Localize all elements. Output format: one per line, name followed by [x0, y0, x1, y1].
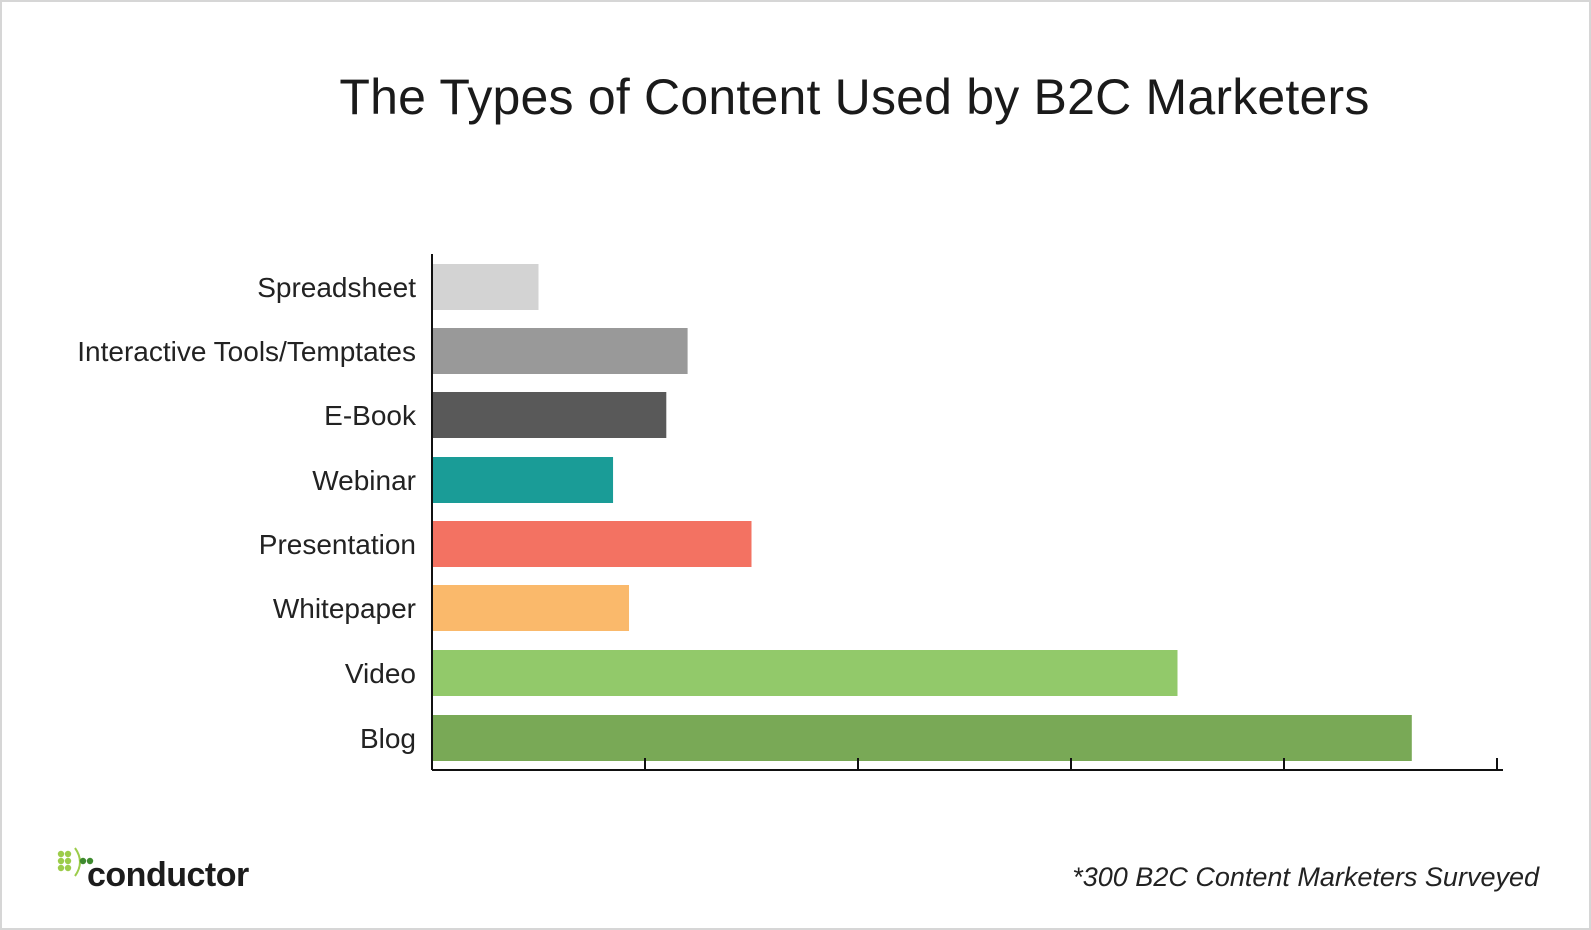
survey-footnote: *300 B2C Content Marketers Surveyed	[1072, 862, 1539, 892]
category-label-2: E-Book	[324, 400, 417, 431]
bar-4	[433, 521, 752, 567]
bar-3	[433, 457, 614, 503]
bar-2	[433, 392, 667, 438]
conductor-logo-text: conductor	[87, 856, 249, 894]
bar-7	[433, 715, 1412, 761]
category-label-6: Video	[345, 658, 416, 689]
category-label-5: Whitepaper	[273, 593, 416, 624]
category-label-3: Webinar	[312, 465, 416, 496]
bar-1	[433, 328, 688, 374]
bar-0	[433, 264, 539, 310]
chart-title: The Types of Content Used by B2C Markete…	[339, 69, 1370, 125]
category-label-4: Presentation	[259, 529, 416, 560]
bar-6	[433, 650, 1178, 696]
category-label-0: Spreadsheet	[257, 272, 416, 303]
conductor-dots-icon	[57, 847, 94, 877]
bar-5	[433, 585, 630, 631]
category-label-1: Interactive Tools/Temptates	[77, 336, 416, 367]
category-label-7: Blog	[360, 723, 416, 754]
conductor-logo: conductor	[55, 840, 275, 900]
